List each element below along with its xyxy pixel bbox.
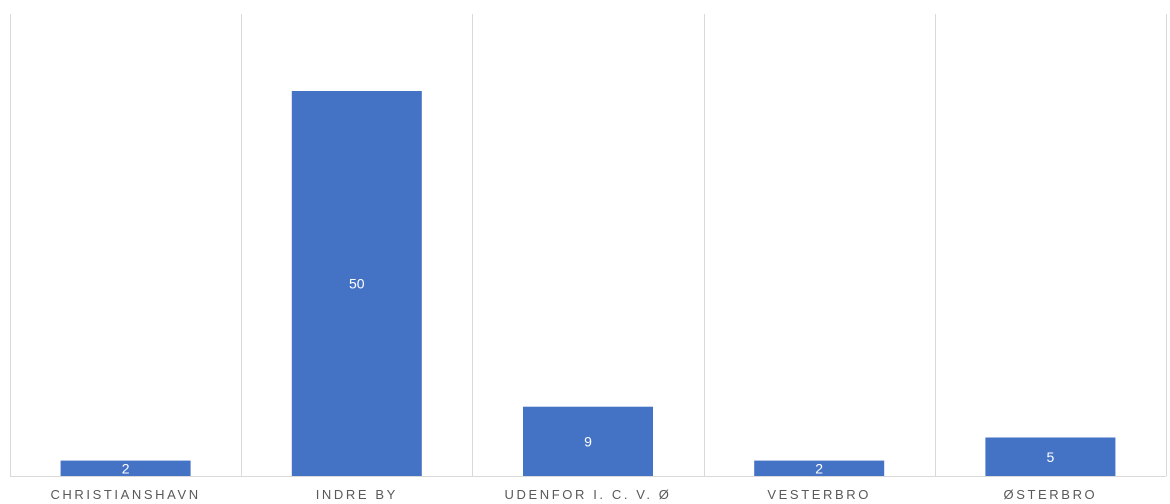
data-label: 9 — [584, 433, 592, 449]
data-label: 5 — [1047, 449, 1055, 465]
x-tick-label: INDRE BY — [316, 487, 398, 502]
bar-vesterbro — [754, 460, 885, 476]
x-tick-label: VESTERBRO — [767, 487, 871, 502]
label-layer: 2 CHRISTIANSHAVN 50 INDRE BY 9 UDENFOR I. C. … — [50, 276, 1098, 503]
grid-layer — [10, 14, 1167, 477]
bar-layer — [60, 91, 1116, 476]
x-tick-label: UDENFOR I. C. V. Ø — [505, 487, 672, 502]
bar-christianshavn — [60, 460, 191, 476]
bar-indre-by — [291, 91, 422, 476]
data-label: 2 — [815, 460, 823, 476]
x-tick-label: ØSTERBRO — [1004, 487, 1098, 502]
bar-østerbro — [985, 437, 1116, 476]
data-label: 50 — [349, 276, 365, 292]
data-label: 2 — [122, 460, 130, 476]
bar-udenfor-i-c-v-ø — [523, 406, 653, 476]
x-tick-label: CHRISTIANSHAVN — [50, 487, 200, 502]
